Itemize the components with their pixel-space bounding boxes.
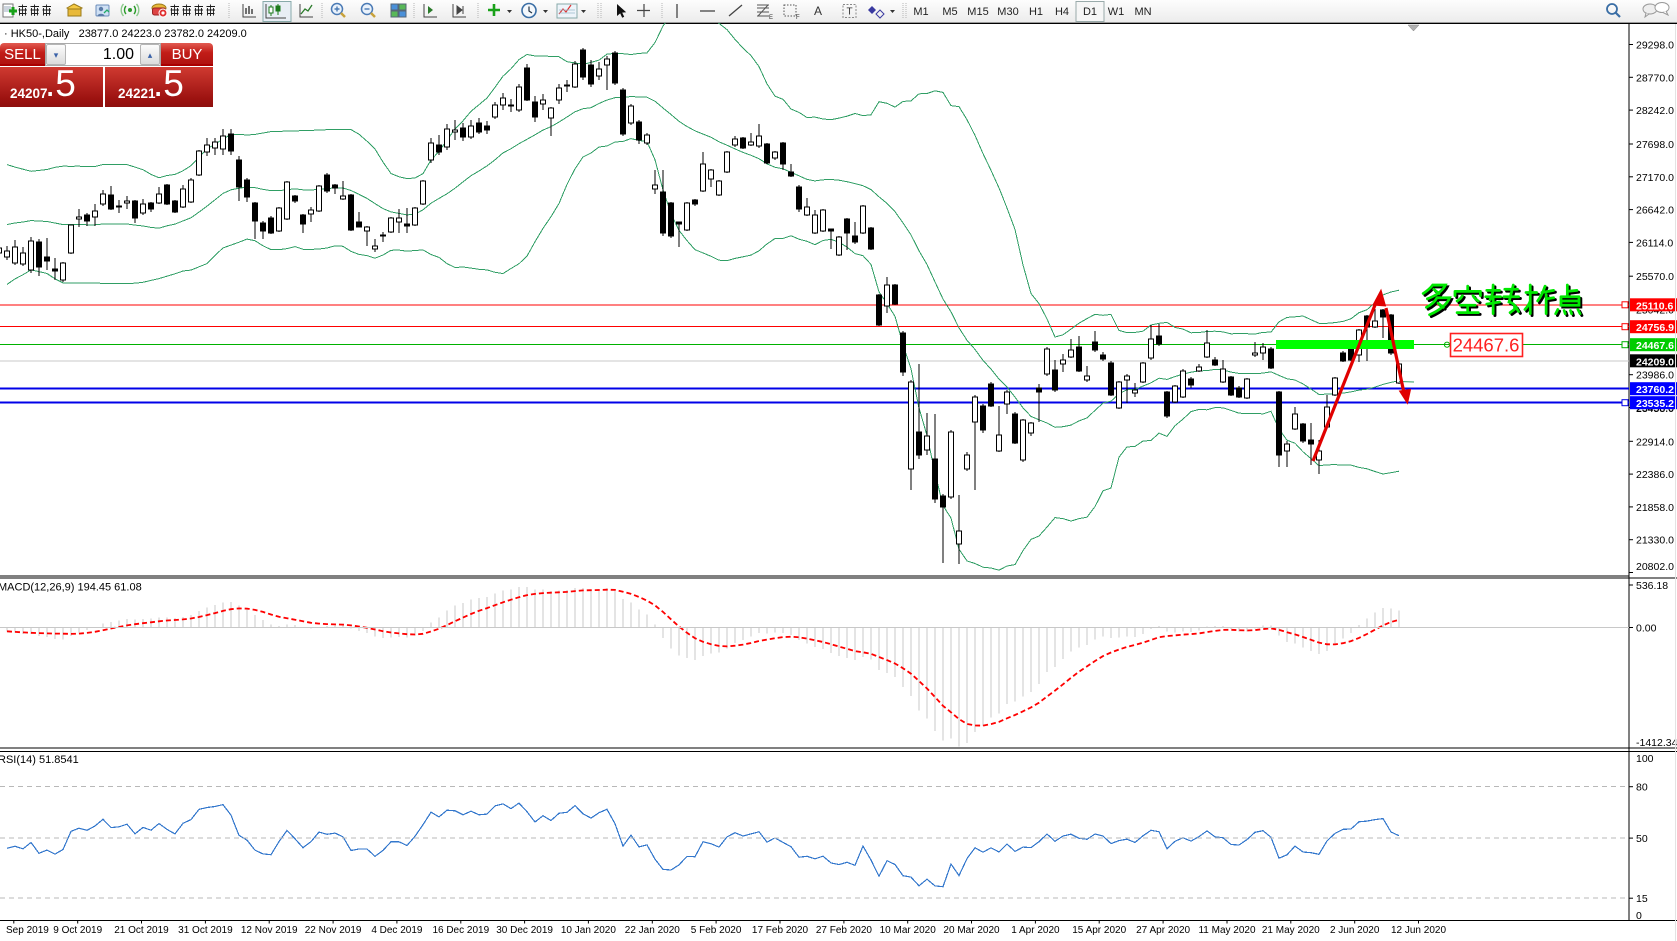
svg-text:22914.0: 22914.0 — [1636, 436, 1674, 448]
svg-text:24467.6: 24467.6 — [1636, 340, 1674, 352]
svg-text:29298.0: 29298.0 — [1636, 40, 1674, 52]
svg-text:F: F — [796, 15, 800, 21]
svg-text:4 Dec 2019: 4 Dec 2019 — [371, 925, 423, 936]
svg-text:RSI(14) 51.8541: RSI(14) 51.8541 — [0, 754, 79, 766]
svg-text:1 Apr 2020: 1 Apr 2020 — [1011, 925, 1060, 936]
svg-text:H4: H4 — [1055, 6, 1069, 18]
svg-text:M15: M15 — [967, 6, 988, 18]
svg-text:10 Jan 2020: 10 Jan 2020 — [561, 925, 616, 936]
svg-text:30 Dec 2019: 30 Dec 2019 — [496, 925, 553, 936]
svg-text:22 Jan 2020: 22 Jan 2020 — [625, 925, 680, 936]
svg-text:0.00: 0.00 — [1636, 623, 1657, 635]
svg-text:15 Apr 2020: 15 Apr 2020 — [1072, 925, 1126, 936]
svg-text:28770.0: 28770.0 — [1636, 72, 1674, 84]
svg-text:21 May 2020: 21 May 2020 — [1262, 925, 1320, 936]
svg-text:12 Jun 2020: 12 Jun 2020 — [1391, 925, 1446, 936]
svg-text:31 Oct 2019: 31 Oct 2019 — [178, 925, 233, 936]
svg-text:12 Nov 2019: 12 Nov 2019 — [241, 925, 298, 936]
svg-text:-1412.34: -1412.34 — [1636, 737, 1677, 749]
svg-text:2 Jun 2020: 2 Jun 2020 — [1330, 925, 1380, 936]
svg-text:5 Feb 2020: 5 Feb 2020 — [691, 925, 742, 936]
svg-text:17 Feb 2020: 17 Feb 2020 — [752, 925, 809, 936]
svg-text:M5: M5 — [942, 6, 957, 18]
svg-text:24209.0: 24209.0 — [1636, 356, 1674, 368]
svg-text:26114.0: 26114.0 — [1636, 237, 1673, 249]
svg-text:M30: M30 — [997, 6, 1018, 18]
svg-text:Sep 2019: Sep 2019 — [6, 925, 49, 936]
svg-text:24756.9: 24756.9 — [1636, 322, 1674, 334]
svg-text:20 Mar 2020: 20 Mar 2020 — [943, 925, 1000, 936]
svg-text:28242.0: 28242.0 — [1636, 105, 1674, 117]
svg-text:23986.0: 23986.0 — [1636, 370, 1674, 382]
svg-text:50: 50 — [1636, 833, 1648, 845]
svg-text:22386.0: 22386.0 — [1636, 469, 1674, 481]
svg-text:27698.0: 27698.0 — [1636, 139, 1674, 151]
svg-text:24467.6: 24467.6 — [1453, 335, 1520, 356]
svg-text:23760.2: 23760.2 — [1636, 384, 1674, 396]
svg-text:27 Feb 2020: 27 Feb 2020 — [816, 925, 873, 936]
svg-text:21 Oct 2019: 21 Oct 2019 — [114, 925, 169, 936]
svg-text:22 Nov 2019: 22 Nov 2019 — [305, 925, 362, 936]
svg-text:H1: H1 — [1029, 6, 1043, 18]
svg-text:W1: W1 — [1108, 6, 1125, 18]
svg-text:M1: M1 — [913, 6, 928, 18]
svg-text:16 Dec 2019: 16 Dec 2019 — [432, 925, 489, 936]
svg-text:80: 80 — [1636, 782, 1648, 794]
svg-text:25110.6: 25110.6 — [1636, 300, 1674, 312]
svg-text:27170.0: 27170.0 — [1636, 172, 1674, 184]
svg-text:MACD(12,26,9) 194.45 61.08: MACD(12,26,9) 194.45 61.08 — [0, 582, 142, 594]
svg-text:A: A — [814, 4, 822, 18]
svg-text:100: 100 — [1636, 753, 1654, 765]
svg-text:26642.0: 26642.0 — [1636, 205, 1674, 217]
svg-text:E: E — [769, 15, 773, 21]
svg-text:10 Mar 2020: 10 Mar 2020 — [880, 925, 937, 936]
svg-text:T: T — [847, 7, 853, 18]
svg-text:21330.0: 21330.0 — [1636, 535, 1674, 547]
svg-text:536.18: 536.18 — [1636, 580, 1668, 592]
svg-text:27 Apr 2020: 27 Apr 2020 — [1136, 925, 1190, 936]
svg-text:21858.0: 21858.0 — [1636, 502, 1674, 514]
svg-text:25570.0: 25570.0 — [1636, 271, 1674, 283]
svg-text:D1: D1 — [1083, 6, 1097, 18]
svg-text:20802.0: 20802.0 — [1636, 561, 1674, 573]
svg-text:9 Oct 2019: 9 Oct 2019 — [53, 925, 102, 936]
svg-text:23535.2: 23535.2 — [1636, 398, 1674, 410]
svg-text:0: 0 — [1636, 910, 1642, 922]
svg-text:15: 15 — [1636, 893, 1648, 905]
svg-text:11 May 2020: 11 May 2020 — [1198, 925, 1256, 936]
svg-text:MN: MN — [1134, 6, 1151, 18]
